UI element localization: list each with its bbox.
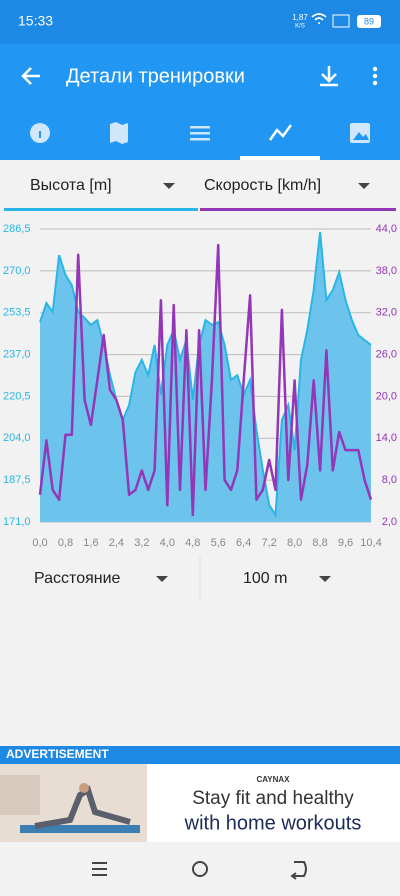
tab-indicator (240, 156, 320, 160)
signal-icon (332, 14, 350, 28)
nav-home[interactable] (192, 861, 208, 877)
y2-tick-label: 38,0 (376, 265, 397, 277)
dropdown-arrow (358, 183, 370, 189)
selector-underline-left (4, 208, 198, 211)
ad-image-mat (20, 825, 140, 833)
interval-selector[interactable]: 100 m (243, 570, 287, 587)
nav-recents[interactable] (92, 862, 107, 876)
ad-label-bar (0, 746, 400, 764)
y2-tick-label: 32,0 (376, 307, 397, 319)
line (38, 243, 373, 517)
y-tick-label: 270,0 (3, 265, 31, 277)
x-tick-label: 0,8 (58, 537, 73, 549)
y-tick-label: 253,5 (3, 307, 31, 319)
x-tick-label: 4,8 (185, 537, 200, 549)
y2-tick-label: 20,0 (376, 390, 397, 402)
network-speed: 1,87 (292, 13, 308, 22)
tab-map[interactable] (110, 122, 128, 144)
x-tick-label: 4,0 (160, 537, 175, 549)
y2-tick-label: 44,0 (376, 223, 397, 235)
x-tick-label: 8,8 (312, 537, 327, 549)
tab-chart[interactable] (268, 124, 293, 141)
tab-photos-glyph (353, 132, 369, 140)
ad-image-head (79, 783, 89, 793)
y-tick-label: 204,0 (3, 432, 31, 444)
x-tick-label: 0,0 (32, 537, 47, 549)
y-tick-label: 171,0 (3, 516, 31, 528)
wifi-icon (311, 13, 327, 24)
status-bar (0, 0, 400, 44)
dropdown-arrow (163, 183, 175, 189)
series-selector-right[interactable]: Скорость [km/h] (204, 177, 321, 194)
x-tick-label: 2,4 (109, 537, 124, 549)
y2-tick-label: 2,0 (382, 516, 397, 528)
download-button[interactable] (320, 66, 338, 87)
x-tick-label: 9,6 (338, 537, 353, 549)
y-tick-label: 187,5 (3, 474, 31, 486)
ad-image-sofa (0, 775, 40, 815)
tab-list[interactable] (190, 126, 210, 141)
ad-line-2: with home workouts (184, 812, 362, 834)
app-title: Детали тренировки (66, 65, 245, 87)
battery-icon (357, 15, 381, 28)
y-tick-label: 220,5 (3, 390, 31, 402)
y2-tick-label: 8,0 (382, 474, 397, 486)
y2-tick-label: 26,0 (376, 348, 397, 360)
ad-line-1: Stay fit and healthy (192, 788, 354, 809)
dropdown-arrow (319, 576, 331, 582)
series-selector-left[interactable]: Высота [m] (30, 177, 112, 194)
y-tick-label: 237,0 (3, 348, 31, 360)
x-tick-label: 1,6 (83, 537, 98, 549)
plot: 171,0 187,5 204,0 220,5 237,0 253,5 270,0 286,5… (3, 223, 397, 549)
x-tick-label: 5,6 (211, 537, 226, 549)
battery-level: 89 (364, 16, 374, 26)
nav-back[interactable] (290, 861, 307, 880)
x-tick-label: 3,2 (134, 537, 149, 549)
selector-underline-right (200, 208, 396, 211)
nav-bar (0, 842, 400, 896)
dropdown-arrow (156, 576, 168, 582)
x-tick-label: 8,0 (287, 537, 302, 549)
x-axis-selector[interactable]: Расстояние (34, 570, 121, 587)
area-line (39, 231, 372, 519)
y2-tick-label: 14,0 (376, 432, 397, 444)
status-time: 15:33 (18, 13, 53, 29)
back-button[interactable] (21, 67, 40, 85)
menu-button[interactable] (372, 66, 378, 86)
x-tick-label: 7,2 (262, 537, 277, 549)
x-tick-label: 6,4 (236, 537, 251, 549)
x-tick-label: 10,4 (360, 537, 381, 549)
ad-brand: CAYNAX (256, 775, 290, 784)
app-bar (0, 44, 400, 160)
ad-label: ADVERTISEMENT (6, 747, 109, 761)
network-speed-unit: K/S (295, 24, 305, 30)
y-tick-label: 286,5 (3, 223, 31, 235)
tab-info-glyph (39, 131, 41, 138)
